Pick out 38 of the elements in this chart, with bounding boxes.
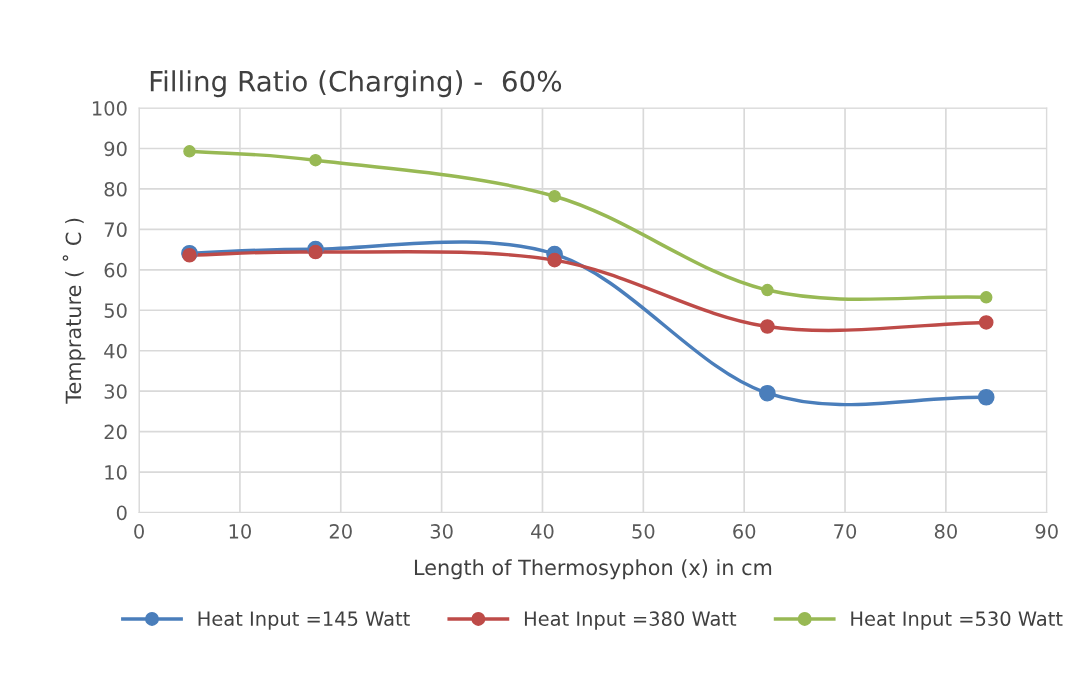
legend-label: Heat Input =145 Watt: [198, 611, 410, 630]
x-axis-title: Length of Thermosyphon (x) in cm: [414, 559, 772, 580]
y-tick-label: 90: [104, 141, 127, 157]
point: [978, 315, 994, 330]
y-tick-label: 70: [104, 222, 127, 238]
y-tick-label: 80: [104, 181, 127, 197]
legend-label: Heat Input =530 Watt: [851, 611, 1063, 630]
x-tick-label: 70: [834, 524, 857, 539]
x-tick-label: 90: [1035, 524, 1058, 539]
x-tick-label: 50: [632, 524, 655, 539]
y-tick-label: 50: [104, 303, 127, 318]
x-tick-label: 20: [329, 524, 352, 539]
point: [759, 384, 776, 402]
x-tick-label: 30: [430, 524, 453, 539]
x-tick-label: 60: [733, 524, 756, 539]
x-tick-label: 0: [134, 524, 144, 539]
chart-title: Filling Ratio (Charging) - 60%: [150, 70, 562, 98]
point: [309, 153, 322, 167]
x-tick-label: 40: [531, 524, 554, 539]
x-tick-label: 80: [934, 524, 957, 539]
legend-label: Heat Input =380 Watt: [524, 611, 737, 630]
point: [979, 291, 993, 304]
point: [183, 145, 196, 158]
point: [977, 388, 995, 406]
point: [760, 319, 775, 334]
x-tick-label: 10: [229, 524, 251, 539]
y-tick-label: 100: [92, 100, 127, 116]
point: [548, 189, 561, 203]
y-tick-label: 60: [104, 262, 127, 278]
y-tick-label: 0: [116, 505, 127, 521]
point: [547, 252, 562, 268]
point: [308, 244, 323, 260]
y-axis-title: Temprature ( ˚ C ): [62, 218, 86, 404]
y-tick-label: 20: [104, 424, 127, 440]
y-tick-label: 10: [105, 465, 127, 480]
y-tick-label: 40: [104, 343, 127, 359]
point: [761, 283, 774, 297]
y-tick-label: 30: [104, 384, 127, 399]
